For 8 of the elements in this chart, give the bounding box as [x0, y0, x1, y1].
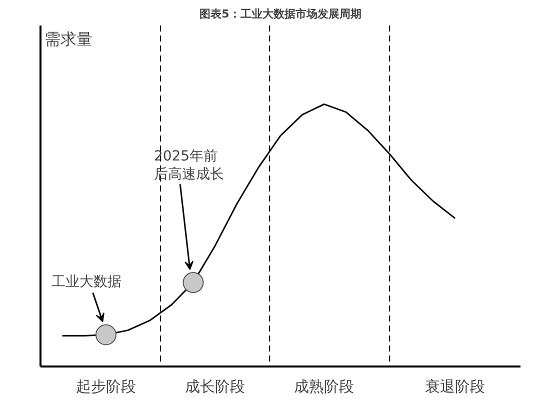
chart-title: 图表5：工业大数据市场发展周期: [200, 8, 362, 20]
annotation: 工业大数据: [51, 274, 122, 290]
x-tick-label: 起步阶段: [76, 378, 136, 396]
x-tick-label: 衰退阶段: [425, 378, 486, 396]
x-tick-label: 成熟阶段: [294, 378, 354, 396]
annotation: 2025年前后高速成长: [154, 148, 224, 183]
y-axis-title: 需求量: [44, 30, 92, 48]
x-tick-label: 成长阶段: [185, 378, 246, 396]
